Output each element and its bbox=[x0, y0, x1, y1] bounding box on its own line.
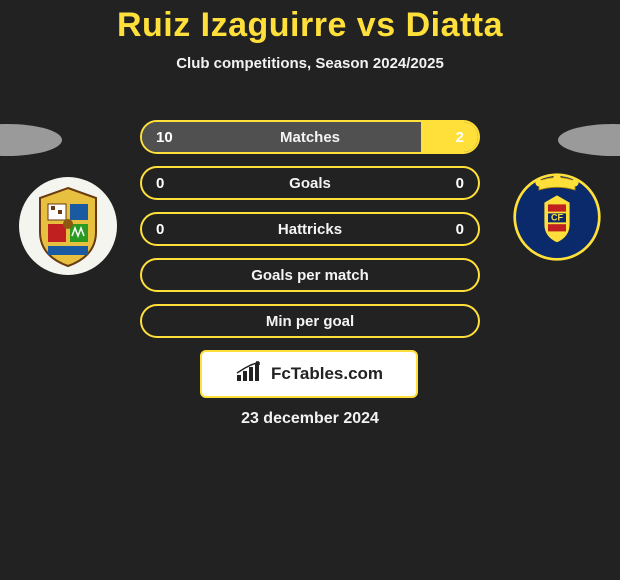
stat-label: Matches bbox=[280, 129, 340, 146]
subtitle: Club competitions, Season 2024/2025 bbox=[0, 55, 620, 72]
stat-value-right: 2 bbox=[456, 129, 464, 146]
stat-label: Hattricks bbox=[278, 221, 342, 238]
shadow-ellipse-right bbox=[558, 124, 620, 156]
stat-bar: Min per goal bbox=[140, 304, 480, 338]
shadow-ellipse-left bbox=[0, 124, 62, 156]
bar-fill-right bbox=[421, 122, 478, 152]
badge-text: FcTables.com bbox=[271, 364, 383, 384]
stat-value-left: 0 bbox=[156, 175, 164, 192]
club-crest-left bbox=[18, 176, 118, 276]
stat-bar: 0 Goals 0 bbox=[140, 166, 480, 200]
date-text: 23 december 2024 bbox=[0, 410, 620, 428]
stats-container: 10 Matches 2 0 Goals 0 0 Hattricks 0 Goals per ma… bbox=[140, 120, 480, 350]
stat-value-left: 0 bbox=[156, 221, 164, 238]
stat-label: Goals per match bbox=[251, 267, 369, 284]
source-badge: FcTables.com bbox=[200, 350, 418, 398]
svg-text:CF: CF bbox=[551, 213, 563, 223]
chart-icon bbox=[235, 361, 265, 388]
stat-label: Goals bbox=[289, 175, 331, 192]
club-crest-right: CF bbox=[512, 172, 602, 262]
stat-value-right: 0 bbox=[456, 175, 464, 192]
page-title: Ruiz Izaguirre vs Diatta bbox=[0, 0, 620, 45]
stat-value-right: 0 bbox=[456, 221, 464, 238]
stat-label: Min per goal bbox=[266, 313, 354, 330]
stat-bar: 0 Hattricks 0 bbox=[140, 212, 480, 246]
stat-bar: Goals per match bbox=[140, 258, 480, 292]
stat-bar: 10 Matches 2 bbox=[140, 120, 480, 154]
stat-value-left: 10 bbox=[156, 129, 173, 146]
